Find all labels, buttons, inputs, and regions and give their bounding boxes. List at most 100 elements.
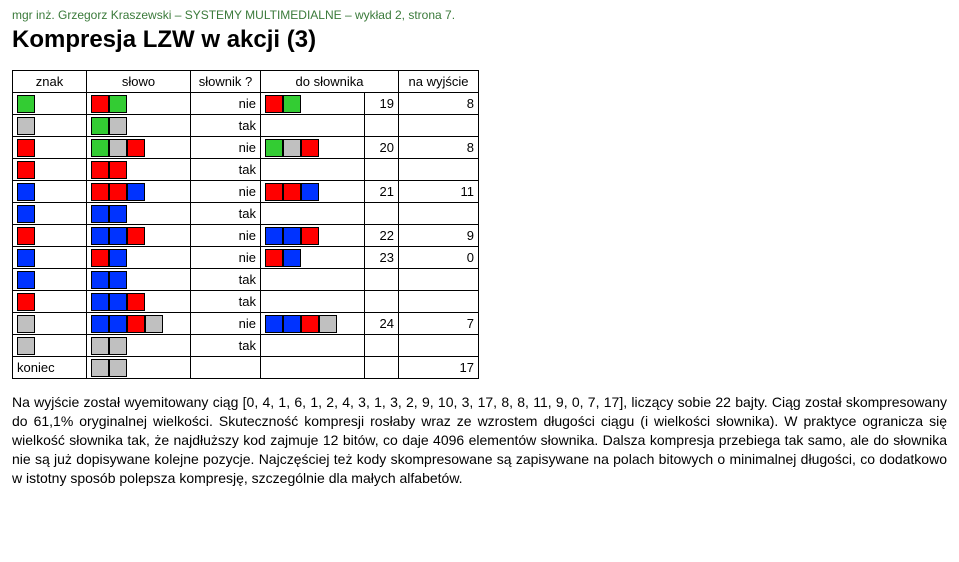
grey-square [109, 139, 127, 157]
grey-square [283, 139, 301, 157]
blue-square [109, 293, 127, 311]
cell-output [399, 335, 479, 357]
table-row: nie 208 [13, 137, 479, 159]
red-square [127, 227, 145, 245]
cell-do-slownika [261, 181, 365, 203]
blue-square [127, 183, 145, 201]
blue-square [17, 249, 35, 267]
red-square [109, 161, 127, 179]
cell-output: 8 [399, 137, 479, 159]
red-square [17, 139, 35, 157]
cell-slownikq: nie [191, 137, 261, 159]
blue-square [17, 205, 35, 223]
cell-do-slownika [261, 335, 365, 357]
cell-do-slownika [261, 247, 365, 269]
cell-slownikq: nie [191, 93, 261, 115]
blue-square [109, 205, 127, 223]
red-square [127, 139, 145, 157]
red-square [127, 315, 145, 333]
blue-square [265, 227, 283, 245]
blue-square [91, 293, 109, 311]
cell-slowo [87, 291, 191, 313]
red-square [17, 161, 35, 179]
table-header-row: znak słowo słownik ? do słownika na wyjś… [13, 71, 479, 93]
table-row: tak [13, 159, 479, 181]
cell-output [399, 203, 479, 225]
cell-znak [13, 313, 87, 335]
cell-output: 8 [399, 93, 479, 115]
blue-square [91, 227, 109, 245]
table-row: tak [13, 203, 479, 225]
red-square [127, 293, 145, 311]
col-na-wyjscie: na wyjście [399, 71, 479, 93]
cell-output [399, 115, 479, 137]
cell-do-slownika [261, 115, 365, 137]
cell-do-slownika [261, 225, 365, 247]
cell-index [365, 269, 399, 291]
table-row: tak [13, 269, 479, 291]
body-paragraph: Na wyjście został wyemitowany ciąg [0, 4… [12, 393, 947, 487]
cell-do-slownika [261, 313, 365, 335]
grey-square [17, 315, 35, 333]
table-row: nie198 [13, 93, 479, 115]
cell-slowo [87, 159, 191, 181]
cell-index: 23 [365, 247, 399, 269]
red-square [265, 95, 283, 113]
blue-square [91, 315, 109, 333]
blue-square [17, 271, 35, 289]
grey-square [91, 337, 109, 355]
cell-output: 9 [399, 225, 479, 247]
green-square [265, 139, 283, 157]
cell-slowo [87, 269, 191, 291]
cell-do-slownika [261, 159, 365, 181]
cell-slownikq: nie [191, 313, 261, 335]
cell-slownikq: nie [191, 225, 261, 247]
cell-slownikq: tak [191, 335, 261, 357]
grey-square [17, 337, 35, 355]
green-square [91, 139, 109, 157]
blue-square [109, 315, 127, 333]
cell-slowo [87, 225, 191, 247]
red-square [17, 293, 35, 311]
red-square [301, 139, 319, 157]
red-square [17, 227, 35, 245]
green-square [17, 95, 35, 113]
cell-output [399, 291, 479, 313]
col-znak: znak [13, 71, 87, 93]
blue-square [91, 205, 109, 223]
cell-znak [13, 93, 87, 115]
blue-square [91, 271, 109, 289]
cell-output: 0 [399, 247, 479, 269]
cell-do-slownika [261, 203, 365, 225]
table-row: tak [13, 291, 479, 313]
cell-slowo [87, 357, 191, 379]
cell-index: 20 [365, 137, 399, 159]
cell-znak [13, 269, 87, 291]
table-row: tak [13, 335, 479, 357]
grey-square [145, 315, 163, 333]
cell-slownikq: nie [191, 181, 261, 203]
page-title: Kompresja LZW w akcji (3) [12, 26, 947, 54]
cell-slowo [87, 203, 191, 225]
red-square [91, 183, 109, 201]
cell-slownikq: tak [191, 115, 261, 137]
cell-slownikq [191, 357, 261, 379]
col-slowo: słowo [87, 71, 191, 93]
cell-index: 21 [365, 181, 399, 203]
cell-znak [13, 203, 87, 225]
cell-slownikq: tak [191, 269, 261, 291]
cell-slowo [87, 115, 191, 137]
green-square [91, 117, 109, 135]
blue-square [283, 227, 301, 245]
cell-output: 17 [399, 357, 479, 379]
cell-index [365, 357, 399, 379]
cell-slowo [87, 335, 191, 357]
table-row: nie229 [13, 225, 479, 247]
red-square [301, 315, 319, 333]
grey-square [319, 315, 337, 333]
red-square [301, 227, 319, 245]
grey-square [17, 117, 35, 135]
cell-slownikq: tak [191, 291, 261, 313]
table-row: nie230 [13, 247, 479, 269]
grey-square [109, 337, 127, 355]
